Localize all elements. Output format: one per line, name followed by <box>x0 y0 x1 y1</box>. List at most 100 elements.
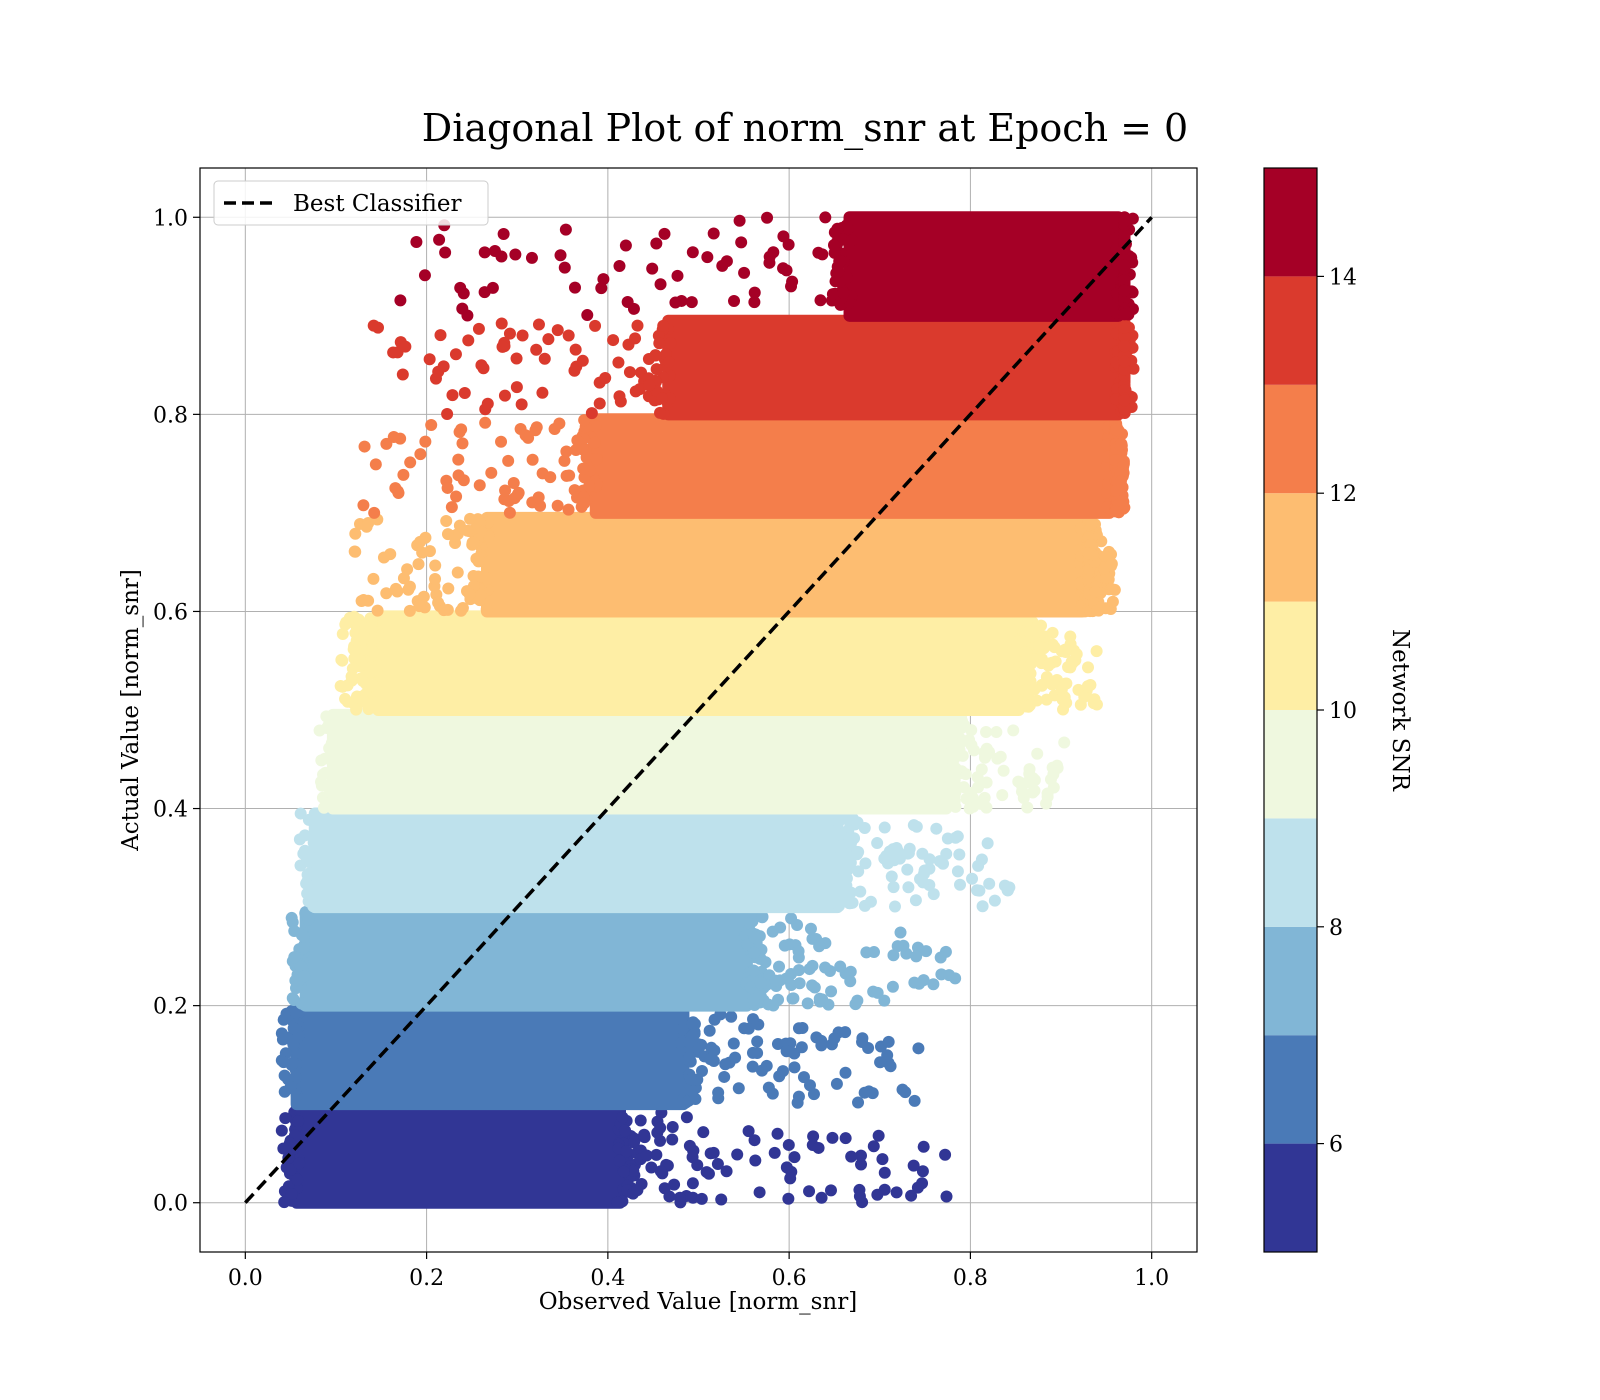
scatter-point <box>571 434 584 447</box>
scatter-point <box>439 246 452 259</box>
scatter-point <box>878 821 891 834</box>
scatter-point <box>671 269 684 282</box>
scatter-point <box>562 329 575 342</box>
scatter-point <box>536 386 549 399</box>
scatter-point <box>1118 402 1131 415</box>
scatter-point <box>910 820 923 833</box>
scatter-point <box>486 281 499 294</box>
scatter-point <box>364 621 377 634</box>
scatter-point <box>780 264 793 277</box>
scatter-point <box>819 961 832 974</box>
scatter-point <box>888 900 901 913</box>
scatter-point <box>503 506 516 519</box>
scatter-point <box>525 251 538 264</box>
scatter-point <box>313 724 326 737</box>
scatter-point <box>576 354 589 367</box>
scatter-point <box>495 435 508 448</box>
scatter-point <box>320 710 333 723</box>
scatter-point <box>512 486 525 499</box>
scatter-point <box>951 865 964 878</box>
scatter-point <box>751 1035 764 1048</box>
x-tick-label: 0.2 <box>409 1266 444 1291</box>
scatter-point <box>643 379 656 392</box>
scatter-point <box>776 1065 789 1078</box>
scatter-point <box>473 555 486 568</box>
scatter-point <box>1001 884 1014 897</box>
scatter-point-cluster <box>290 1103 626 1209</box>
scatter-point <box>293 1157 306 1170</box>
scatter-point <box>530 343 543 356</box>
scatter-point <box>844 965 857 978</box>
scatter-point <box>855 1158 868 1171</box>
scatter-point <box>367 572 380 585</box>
scatter-point <box>509 248 522 261</box>
scatter-point <box>654 1165 667 1178</box>
best-classifier-line <box>244 216 1153 1204</box>
scatter-point <box>284 1163 297 1176</box>
scatter-point <box>703 1024 716 1037</box>
scatter-point <box>628 1136 641 1149</box>
plot-frame <box>199 167 1198 1253</box>
scatter-point <box>475 359 488 372</box>
x-tick-label: 0.0 <box>228 1266 263 1291</box>
scatter-point <box>458 387 471 400</box>
scatter-point <box>437 604 450 617</box>
scatter-point <box>685 296 698 309</box>
scatter-point <box>416 546 429 559</box>
scatter-point <box>807 1130 820 1143</box>
scatter-point <box>532 491 545 504</box>
scatter-point <box>657 319 670 332</box>
scatter-point <box>955 715 968 728</box>
scatter-point <box>623 366 636 379</box>
scatter-point <box>646 262 659 275</box>
scatter-point <box>1020 615 1033 628</box>
scatter-point <box>812 1141 825 1154</box>
scatter-point <box>464 512 477 525</box>
scatter-point <box>911 1181 924 1194</box>
scatter-point <box>1118 384 1131 397</box>
colorbar-segment <box>1264 276 1317 385</box>
scatter-point <box>1021 662 1034 675</box>
scatter-point <box>1089 585 1102 598</box>
scatter-point <box>913 977 926 990</box>
y-tick-label: 0.6 <box>153 600 188 625</box>
scatter-point-cluster <box>308 807 844 914</box>
scatter-point <box>853 1190 866 1203</box>
scatter-point <box>905 1189 918 1202</box>
scatter-point <box>792 964 805 977</box>
scatter-point <box>279 1112 292 1125</box>
y-tick-label: 0.0 <box>153 1192 188 1217</box>
scatter-point <box>396 368 409 381</box>
scatter-point <box>748 286 761 299</box>
scatter-point <box>755 976 768 989</box>
scatter-point <box>577 462 590 475</box>
scatter-point <box>759 956 772 969</box>
scatter-point <box>307 852 320 865</box>
scatter-point <box>1015 785 1028 798</box>
scatter-point <box>544 471 557 484</box>
scatter-point <box>410 236 423 249</box>
scatter-point <box>613 259 626 272</box>
scatter-point <box>335 653 348 666</box>
scatter-point <box>457 287 470 300</box>
scatter-point <box>927 888 940 901</box>
scatter-point <box>429 559 442 572</box>
scatter-point <box>946 746 959 759</box>
scatter-point <box>791 1096 804 1109</box>
y-tick-label: 0.2 <box>153 995 188 1020</box>
legend-entry-best-classifier: Best Classifier <box>293 191 461 217</box>
scatter-point <box>638 1128 651 1141</box>
scatter-point <box>845 1150 858 1163</box>
scatter-point <box>876 1153 889 1166</box>
scatter-point <box>1055 645 1068 658</box>
scatter-point <box>907 1159 920 1172</box>
scatter-point <box>859 857 872 870</box>
colorbar-tick-label: 12 <box>1329 482 1357 507</box>
scatter-point <box>597 273 610 286</box>
scatter-point <box>851 848 864 861</box>
scatter-point <box>290 1006 303 1019</box>
scatter-point <box>854 1149 867 1162</box>
scatter-point <box>916 876 929 889</box>
scatter-point <box>803 1079 816 1092</box>
